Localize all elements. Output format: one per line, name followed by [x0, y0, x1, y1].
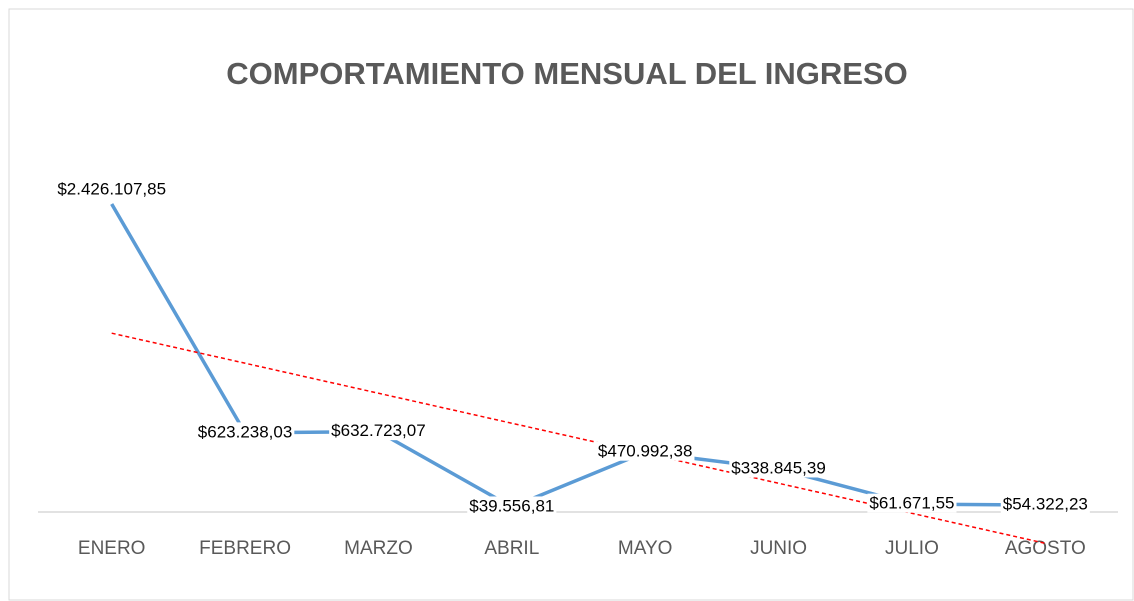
data-label-background	[467, 496, 557, 516]
x-tick-label: FEBRERO	[199, 538, 291, 559]
x-tick-label: MAYO	[618, 538, 673, 559]
data-label: $2.426.107,85	[57, 179, 166, 198]
data-label: $54.322,23	[1003, 495, 1088, 514]
x-tick-label: AGOSTO	[1005, 538, 1086, 559]
data-label-background	[195, 422, 295, 442]
x-tick-label: JULIO	[885, 538, 939, 559]
x-tick-label: ABRIL	[484, 538, 539, 559]
trendline	[111, 332, 1046, 545]
data-label-background	[595, 441, 695, 461]
data-label-background	[867, 493, 957, 513]
data-label-background	[729, 458, 828, 478]
data-label: $470.992,38	[598, 442, 693, 461]
chart-title: COMPORTAMIENTO MENSUAL DEL INGRESO	[226, 56, 907, 91]
data-label-background	[1000, 494, 1090, 514]
data-label: $338.845,39	[731, 458, 826, 477]
data-label-background	[329, 421, 428, 441]
x-tick-label: JUNIO	[750, 538, 807, 559]
data-label: $632.723,07	[331, 421, 426, 440]
data-label: $623.238,03	[198, 422, 293, 441]
x-tick-label: MARZO	[344, 538, 413, 559]
data-label: $39.556,81	[469, 496, 554, 515]
x-tick-label: ENERO	[78, 538, 146, 559]
data-label-background	[55, 179, 169, 199]
data-label: $61.671,55	[869, 494, 954, 513]
